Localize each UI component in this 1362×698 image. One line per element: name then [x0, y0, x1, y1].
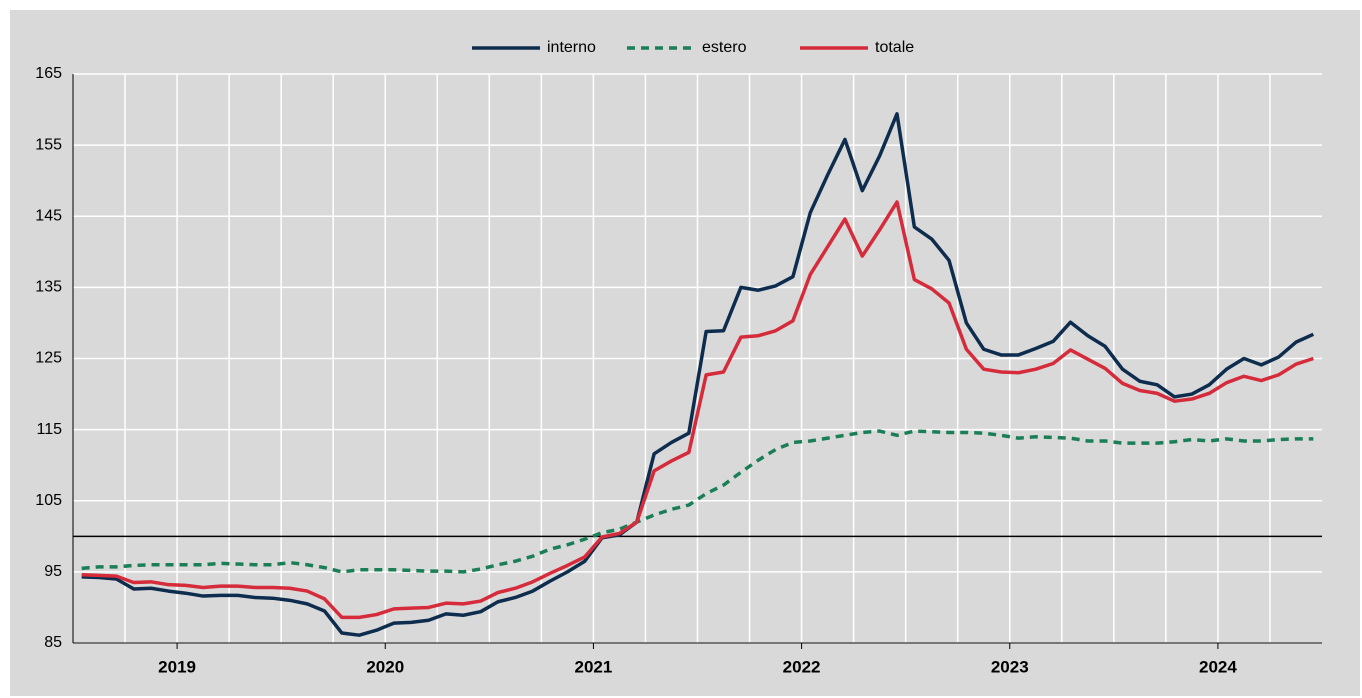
legend-label: totale: [875, 39, 914, 56]
chart-background: [10, 10, 1360, 696]
y-tick-label: 125: [35, 350, 62, 367]
legend-label: interno: [547, 39, 596, 56]
y-tick-label: 105: [35, 492, 62, 509]
x-tick-label: 2023: [991, 657, 1029, 676]
series-line: [81, 112, 1315, 637]
x-tick-label: 2019: [158, 657, 196, 676]
y-tick-label: 145: [35, 207, 62, 224]
y-tick-label: 155: [35, 136, 62, 153]
legend-label: estero: [702, 39, 747, 56]
y-tick-label: 165: [35, 65, 62, 82]
x-tick-label: 2024: [1199, 657, 1237, 676]
series-line: [81, 200, 1314, 620]
y-tick-label: 135: [35, 279, 62, 296]
x-tick-label: 2021: [575, 657, 613, 676]
y-tick-label: 85: [44, 634, 62, 651]
x-tick-label: 2022: [783, 657, 821, 676]
y-tick-label: 95: [44, 563, 62, 580]
x-tick-label: 2020: [366, 657, 404, 676]
y-tick-label: 115: [36, 421, 62, 438]
